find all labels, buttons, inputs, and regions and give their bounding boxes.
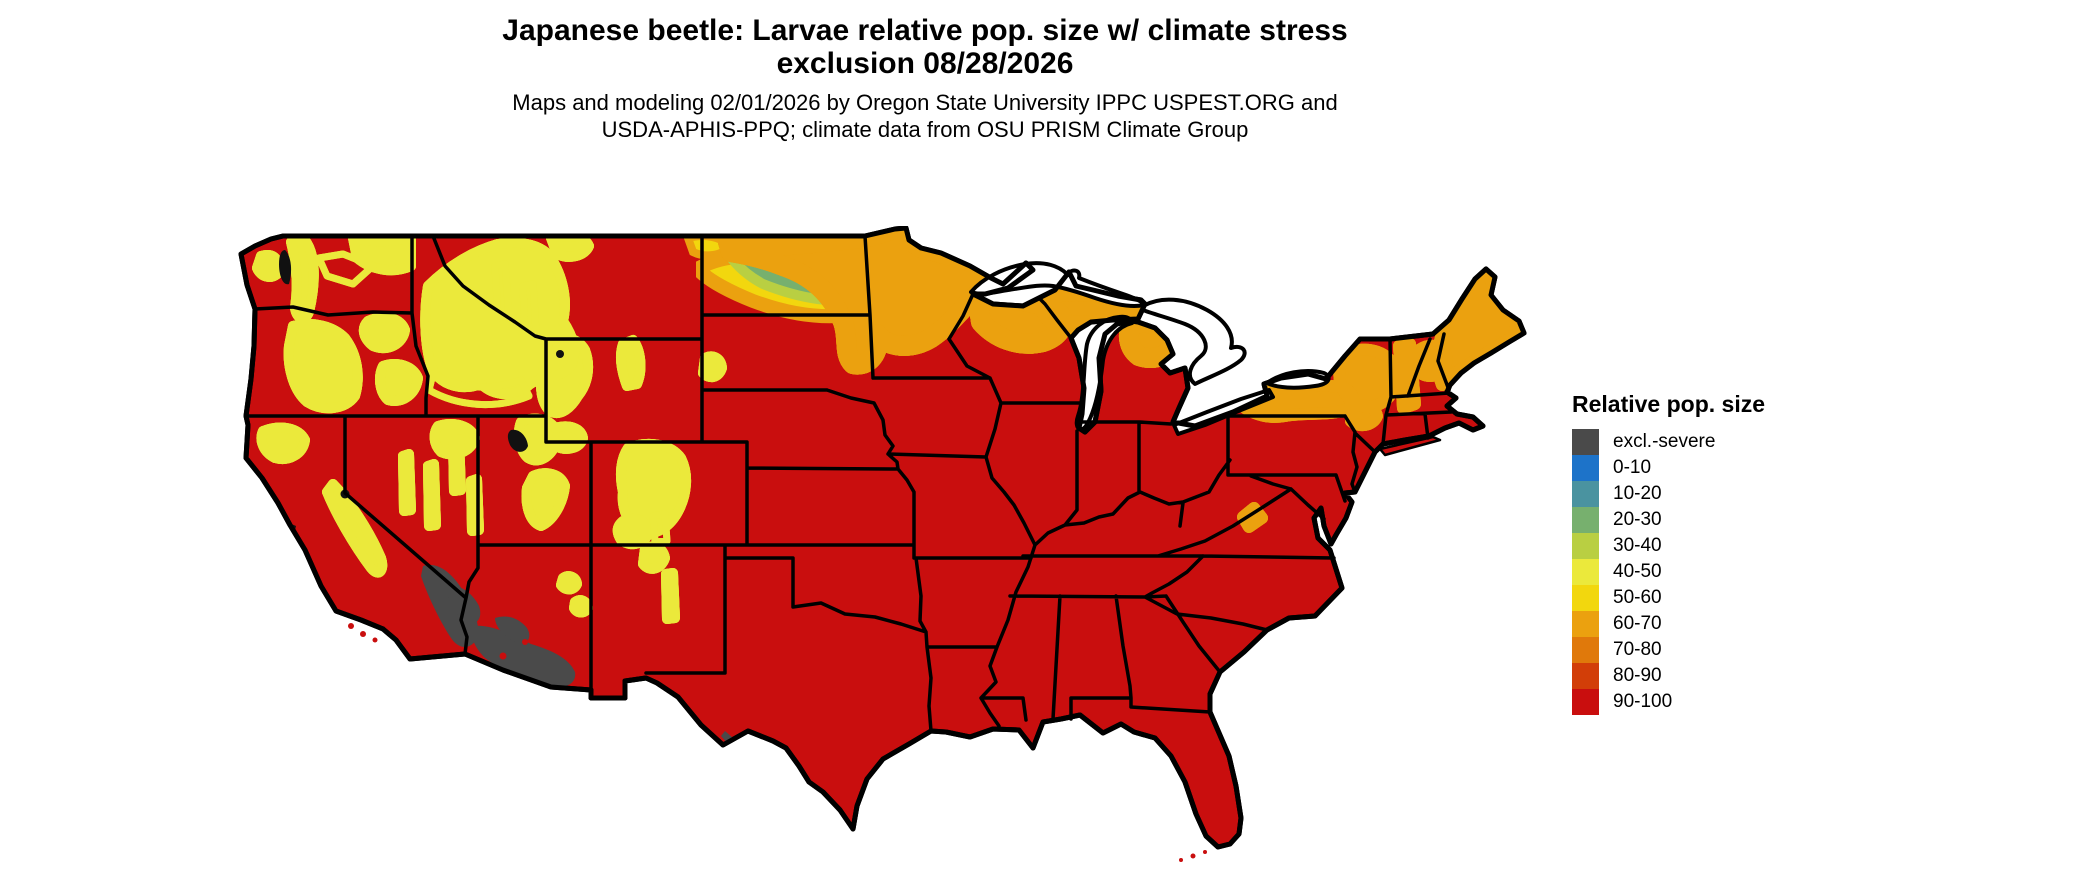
- northeast-blue-areas: [1229, 265, 1524, 533]
- inland-water-bodies: [279, 250, 564, 535]
- legend-label: 90-100: [1613, 691, 1673, 712]
- north-blue-band: [718, 228, 1187, 365]
- legend-swatch-80-90: [1572, 663, 1599, 689]
- legend-title: Relative pop. size: [1572, 391, 1766, 417]
- legend-label: 30-40: [1613, 535, 1662, 556]
- subtitle-line-2: USDA-APHIS-PPQ; climate data from OSU PR…: [601, 117, 1249, 142]
- legend-label: 0-10: [1613, 457, 1652, 478]
- legend-label: 60-70: [1613, 613, 1662, 634]
- legend-label: 40-50: [1613, 561, 1662, 582]
- legend-item: 0-10: [1572, 455, 1765, 481]
- us-map: [238, 226, 1527, 862]
- legend-label: 20-30: [1613, 509, 1662, 530]
- legend-swatch-excl-severe: [1572, 429, 1599, 455]
- lake-michigan: [1074, 314, 1134, 432]
- legend-item: 80-90: [1572, 663, 1765, 689]
- legend-swatch-0-10: [1572, 455, 1599, 481]
- title-line-1: Japanese beetle: Larvae relative pop. si…: [502, 14, 1348, 47]
- legend-label: 50-60: [1613, 587, 1662, 608]
- legend-items: excl.-severe 0-10 10-20 20-30 30-40 40-5…: [1572, 429, 1765, 715]
- legend-swatch-90-100: [1572, 689, 1599, 715]
- state-borders: [244, 234, 1453, 733]
- legend-item: 40-50: [1572, 559, 1765, 585]
- title-line-2: exclusion 08/28/2026: [776, 47, 1074, 80]
- lake-huron: [1141, 297, 1247, 386]
- legend-swatch-30-40: [1572, 533, 1599, 559]
- subtitle-line-1: Maps and modeling 02/01/2026 by Oregon S…: [512, 90, 1338, 115]
- legend-swatch-40-50: [1572, 559, 1599, 585]
- legend-item: excl.-severe: [1572, 429, 1765, 455]
- conus-outline: [238, 226, 1527, 850]
- legend-item: 30-40: [1572, 533, 1765, 559]
- legend-item: 90-100: [1572, 689, 1765, 715]
- legend-label: excl.-severe: [1613, 431, 1716, 452]
- legend-swatch-10-20: [1572, 481, 1599, 507]
- legend-item: 70-80: [1572, 637, 1765, 663]
- legend-item: 10-20: [1572, 481, 1765, 507]
- legend-item: 20-30: [1572, 507, 1765, 533]
- page-subtitle: Maps and modeling 02/01/2026 by Oregon S…: [0, 89, 1850, 143]
- legend-swatch-50-60: [1572, 585, 1599, 611]
- legend-swatch-70-80: [1572, 637, 1599, 663]
- legend-item: 60-70: [1572, 611, 1765, 637]
- legend-item: 50-60: [1572, 585, 1765, 611]
- map-legend: Relative pop. size excl.-severe 0-10 10-…: [1572, 391, 1765, 715]
- legend-swatch-20-30: [1572, 507, 1599, 533]
- legend-label: 10-20: [1613, 483, 1662, 504]
- legend-swatch-60-70: [1572, 611, 1599, 637]
- legend-label: 80-90: [1613, 665, 1662, 686]
- legend-label: 70-80: [1613, 639, 1662, 660]
- page-title: Japanese beetle: Larvae relative pop. si…: [0, 14, 1850, 80]
